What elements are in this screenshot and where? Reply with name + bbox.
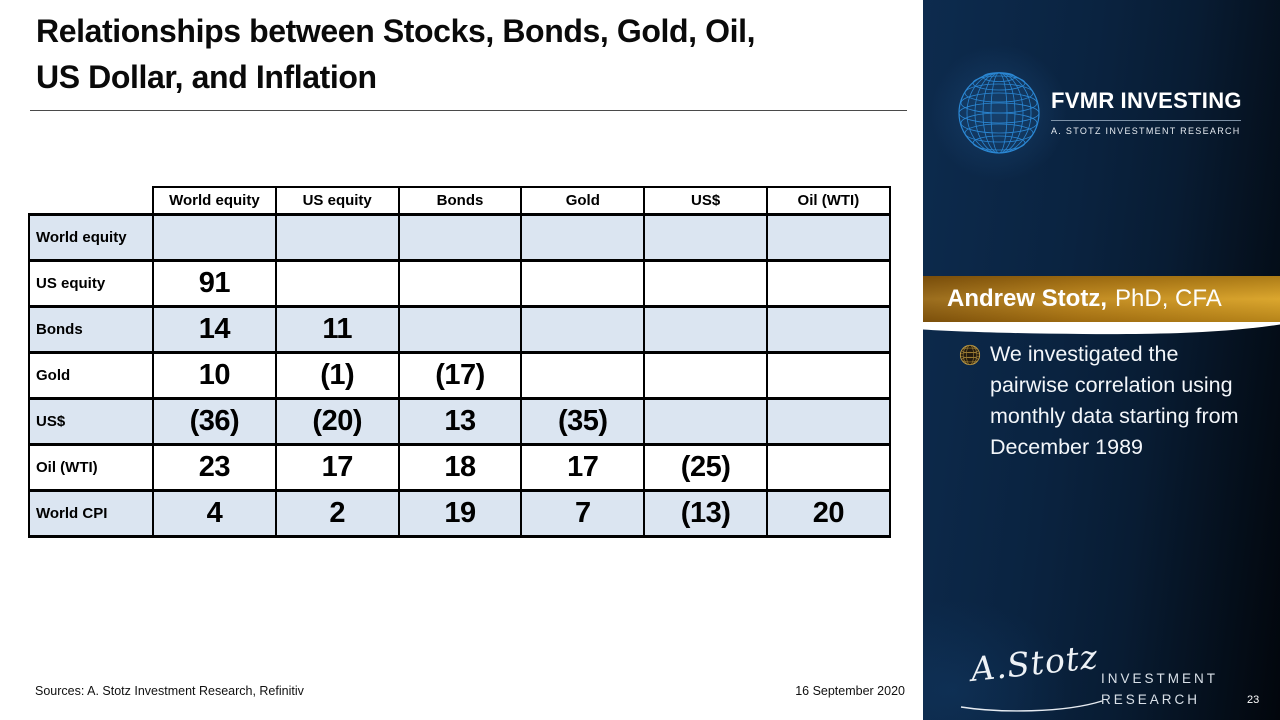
correlation-cell bbox=[765, 212, 891, 262]
column-header: US equity bbox=[274, 186, 400, 216]
globe-wireframe-icon bbox=[958, 72, 1040, 154]
column-header: US$ bbox=[643, 186, 768, 216]
title-divider bbox=[30, 110, 907, 111]
row-label: Gold bbox=[28, 350, 154, 400]
row-label: US$ bbox=[28, 396, 154, 446]
row-label: World CPI bbox=[28, 488, 154, 538]
table-row: World CPI 4 2 19 7 (13) 20 bbox=[28, 488, 891, 538]
brand-name: FVMR INVESTING bbox=[1051, 88, 1247, 114]
correlation-cell: 4 bbox=[152, 488, 277, 538]
table-row: Oil (WTI) 23 17 18 17 (25) bbox=[28, 442, 891, 492]
bullet-item: We investigated the pairwise correlation… bbox=[959, 339, 1257, 463]
correlation-cell bbox=[765, 442, 891, 492]
correlation-cell: (35) bbox=[520, 396, 646, 446]
correlation-cell bbox=[520, 212, 646, 262]
correlation-cell bbox=[643, 258, 768, 308]
table-row: US$ (36) (20) 13 (35) bbox=[28, 396, 891, 446]
correlation-cell: 23 bbox=[152, 442, 277, 492]
column-header: World equity bbox=[152, 186, 277, 216]
row-label: Bonds bbox=[28, 304, 154, 354]
correlation-cell: (17) bbox=[397, 350, 523, 400]
correlation-cell bbox=[643, 396, 768, 446]
page-number: 23 bbox=[1247, 694, 1260, 706]
correlation-cell: 20 bbox=[765, 488, 891, 538]
slide-title: Relationships between Stocks, Bonds, Gol… bbox=[36, 13, 756, 95]
author-credentials: PhD, CFA bbox=[1115, 285, 1222, 312]
correlation-cell: 13 bbox=[397, 396, 523, 446]
correlation-cell: 10 bbox=[152, 350, 277, 400]
brand-subtitle: A. STOTZ INVESTMENT RESEARCH bbox=[1051, 126, 1241, 136]
table-row: Bonds 14 11 bbox=[28, 304, 891, 354]
correlation-cell: 11 bbox=[274, 304, 400, 354]
correlation-cell: 19 bbox=[397, 488, 523, 538]
sources-note: Sources: A. Stotz Investment Research, R… bbox=[35, 684, 304, 698]
brand-block: FVMR INVESTING A. STOTZ INVESTMENT RESEAR… bbox=[1051, 88, 1247, 136]
correlation-cell bbox=[520, 304, 646, 354]
author-banner: Andrew Stotz, PhD, CFA bbox=[923, 276, 1280, 322]
correlation-cell bbox=[397, 258, 523, 308]
signature-flourish bbox=[960, 700, 1103, 712]
table-header-row: World equity US equity Bonds Gold US$ Oil (WT… bbox=[29, 186, 891, 216]
correlation-table: World equity US equity Bonds Gold US$ Oil (WT… bbox=[28, 186, 891, 538]
correlation-cell bbox=[274, 258, 400, 308]
correlation-cell bbox=[520, 258, 646, 308]
row-label: World equity bbox=[28, 212, 154, 262]
bullet-text: We investigated the pairwise correlation… bbox=[990, 342, 1239, 459]
correlation-cell: (36) bbox=[152, 396, 277, 446]
correlation-cell: 91 bbox=[152, 258, 277, 308]
correlation-cell bbox=[765, 304, 891, 354]
banner-swoosh-divider bbox=[923, 322, 1280, 335]
correlation-cell: 2 bbox=[274, 488, 400, 538]
brand-name-rest: INVESTING bbox=[1120, 88, 1242, 113]
correlation-cell bbox=[397, 212, 523, 262]
column-header: Gold bbox=[520, 186, 646, 216]
correlation-cell bbox=[765, 258, 891, 308]
correlation-cell bbox=[397, 304, 523, 354]
brand-name-bold: FVMR bbox=[1051, 88, 1115, 113]
row-label: US equity bbox=[28, 258, 154, 308]
row-label: Oil (WTI) bbox=[28, 442, 154, 492]
correlation-cell bbox=[643, 212, 768, 262]
table-row: US equity 91 bbox=[28, 258, 891, 308]
table-corner-cell bbox=[29, 187, 153, 214]
correlation-cell: (25) bbox=[643, 442, 768, 492]
correlation-cell: 14 bbox=[152, 304, 277, 354]
sidebar: FVMR INVESTING A. STOTZ INVESTMENT RESEAR… bbox=[923, 0, 1280, 720]
correlation-cell: (1) bbox=[274, 350, 400, 400]
investment-research-logo-text: INVESTMENT RESEARCH bbox=[1101, 671, 1219, 707]
slide-date: 16 September 2020 bbox=[795, 684, 905, 698]
correlation-cell: 17 bbox=[520, 442, 646, 492]
correlation-cell: 17 bbox=[274, 442, 400, 492]
brand-divider bbox=[1051, 120, 1241, 121]
correlation-cell bbox=[765, 350, 891, 400]
correlation-cell bbox=[152, 212, 277, 262]
gold-globe-bullet-icon bbox=[959, 344, 981, 366]
correlation-cell: (20) bbox=[274, 396, 400, 446]
author-name: Andrew Stotz, bbox=[947, 285, 1107, 312]
table-row: Gold 10 (1) (17) bbox=[28, 350, 891, 400]
correlation-cell bbox=[520, 350, 646, 400]
column-header: Bonds bbox=[397, 186, 523, 216]
correlation-cell: 18 bbox=[397, 442, 523, 492]
correlation-cell bbox=[274, 212, 400, 262]
table-row: World equity bbox=[28, 212, 891, 262]
correlation-cell: 7 bbox=[520, 488, 646, 538]
correlation-cell bbox=[643, 304, 768, 354]
correlation-cell bbox=[643, 350, 768, 400]
correlation-cell: (13) bbox=[643, 488, 768, 538]
column-header: Oil (WTI) bbox=[765, 186, 891, 216]
correlation-cell bbox=[765, 396, 891, 446]
signature-logo: A.Stotz bbox=[968, 636, 1101, 689]
